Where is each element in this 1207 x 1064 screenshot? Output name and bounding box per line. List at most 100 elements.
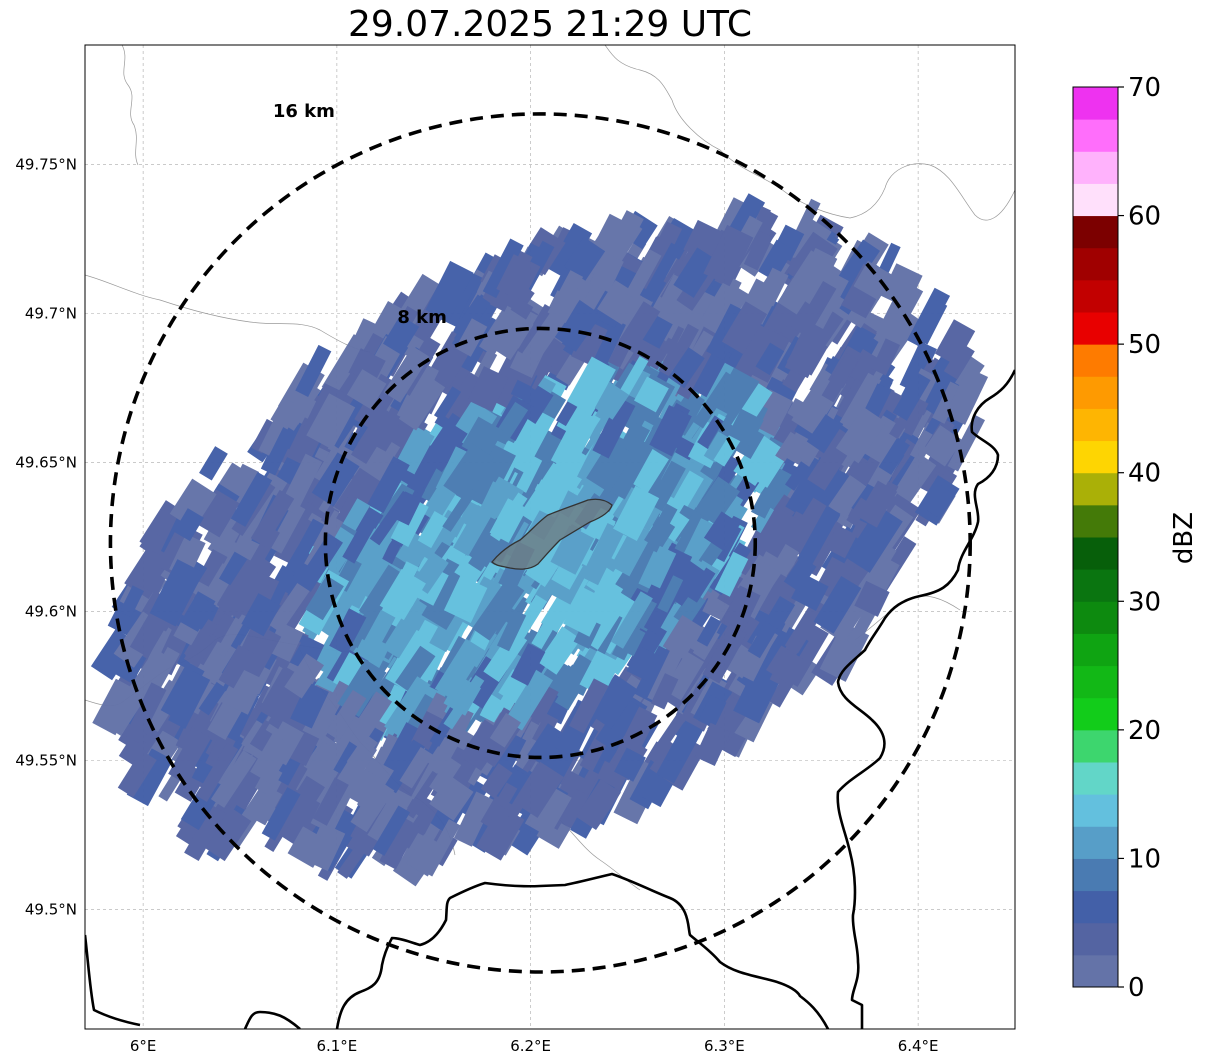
echo-cell [236, 626, 282, 685]
echo-cell [784, 312, 834, 379]
echo-cell [496, 609, 527, 652]
echo-cell [224, 668, 265, 715]
echo-cell [277, 775, 325, 833]
lat-tick-label: 49.65°N [15, 453, 77, 471]
lon-tick-label: 6.4°E [898, 1037, 939, 1055]
latitude-axis: 49.5°N 49.55°N 49.6°N 49.65°N 49.7°N 49.75°N [15, 155, 77, 918]
echo-cell [266, 621, 304, 662]
echo-cell [351, 406, 396, 464]
echo-cell [348, 348, 386, 386]
echo-cell [168, 671, 211, 729]
echo-cell [369, 490, 413, 546]
echo-cell [443, 674, 485, 730]
echo-cell [644, 546, 693, 609]
echo-cell [453, 504, 493, 557]
lat-tick-label: 49.75°N [15, 155, 77, 173]
echo-cell [714, 551, 749, 597]
echo-cell [617, 301, 661, 354]
echo-cell [610, 591, 653, 649]
colorbar-tick-label: 40 [1128, 459, 1161, 489]
colorbar-segment [1073, 826, 1118, 859]
colorbar-label: dBZ [1169, 512, 1199, 564]
echo-cell [250, 733, 294, 784]
echo-cell [442, 486, 477, 532]
echo-cell [531, 613, 559, 650]
echo-cell [644, 516, 676, 551]
echo-cell [287, 826, 329, 868]
echo-cell [698, 694, 727, 729]
echo-cell [733, 324, 776, 381]
echo-cell [359, 609, 396, 658]
echo-cell [260, 418, 300, 476]
range-ring-label: 8 km [397, 307, 447, 328]
echo-cell [241, 593, 281, 637]
echo-cell [434, 638, 485, 701]
echo-cell [346, 369, 387, 410]
echo-cell [531, 470, 573, 518]
echo-cell [835, 407, 887, 464]
echo-cell [613, 485, 660, 541]
echo-cell [755, 342, 785, 376]
echo-cell [653, 221, 683, 258]
echo-cell [258, 398, 296, 456]
echo-cell [466, 444, 516, 509]
colorbar-segment [1073, 537, 1118, 570]
echo-cell [196, 549, 228, 588]
echo-cell [703, 511, 741, 551]
echo-cell [595, 696, 643, 752]
echo-cell [184, 804, 227, 861]
colorbar-tick-label: 0 [1128, 973, 1145, 1003]
colorbar-segment [1073, 408, 1118, 442]
echo-cell [922, 425, 963, 467]
echo-cell [747, 621, 778, 659]
echo-cell [268, 579, 312, 633]
echo-cell [429, 775, 474, 821]
echo-cell [268, 502, 306, 554]
echo-cell [494, 401, 529, 442]
echo-cell [425, 260, 474, 322]
echo-cell [766, 645, 805, 685]
map-frame [84, 44, 1016, 1030]
echo-cell [828, 474, 867, 518]
echo-cell [947, 414, 986, 472]
echo-cell [200, 805, 252, 862]
echo-cell [104, 694, 141, 736]
echo-cell [195, 742, 239, 803]
echo-cell [751, 389, 793, 437]
echo-cell [261, 787, 301, 841]
echo-cell [256, 789, 283, 826]
echo-cell [583, 577, 624, 623]
echo-cell [592, 397, 636, 459]
echo-cell [537, 626, 581, 675]
echo-cell [399, 746, 434, 789]
echo-cell [580, 522, 625, 586]
echo-cell [356, 777, 395, 818]
colorbar-segment [1073, 569, 1118, 602]
echo-cell [290, 681, 329, 729]
echo-cell [753, 484, 780, 519]
echo-cell [758, 239, 794, 282]
echo-cell [515, 454, 543, 493]
echo-cell [683, 219, 724, 263]
echo-cell [853, 260, 893, 301]
echo-cell [305, 575, 344, 621]
range-ring-8km [323, 326, 758, 760]
echo-cell [490, 492, 528, 542]
echo-cell [310, 680, 351, 741]
echo-cell [198, 681, 227, 716]
echo-cell [626, 645, 660, 682]
echo-cell [455, 318, 488, 357]
echo-cell [284, 518, 325, 578]
echo-cell [158, 772, 182, 802]
echo-cell [504, 669, 554, 731]
echo-cell [614, 747, 646, 782]
echo-cell [575, 779, 621, 831]
echo-cell [234, 772, 264, 811]
colorbar-segment [1073, 119, 1118, 152]
echo-cell [876, 242, 901, 279]
echo-cell [312, 777, 349, 826]
echo-cell [379, 561, 419, 622]
echo-cell [522, 306, 570, 364]
echo-cell [325, 689, 367, 741]
